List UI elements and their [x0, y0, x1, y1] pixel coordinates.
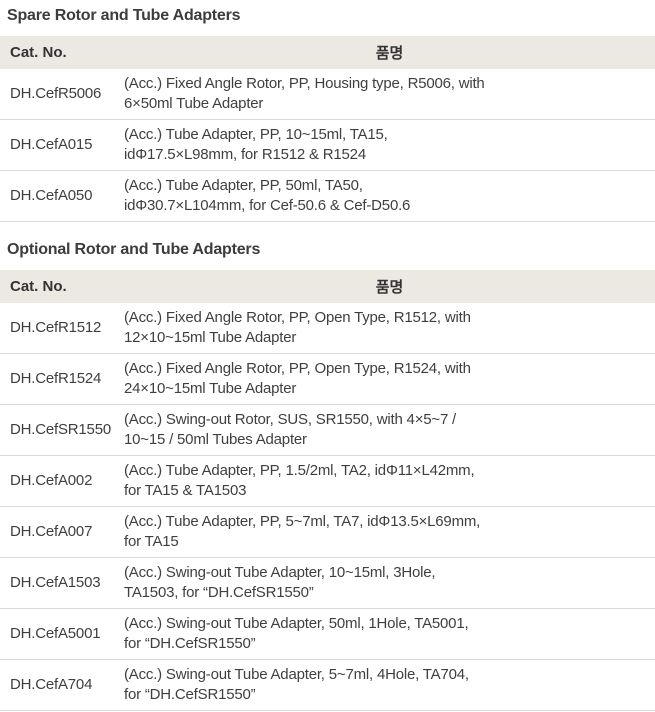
- table-row: DH.CefA5001 (Acc.) Swing-out Tube Adapte…: [0, 609, 655, 660]
- table-row: DH.CefR1524 (Acc.) Fixed Angle Rotor, PP…: [0, 354, 655, 405]
- table-row: DH.CefR5006 (Acc.) Fixed Angle Rotor, PP…: [0, 69, 655, 120]
- section-title-spare: Spare Rotor and Tube Adapters: [7, 7, 241, 24]
- table-row: DH.CefA050 (Acc.) Tube Adapter, PP, 50ml…: [0, 171, 655, 222]
- cat-no-cell: DH.CefA002: [10, 472, 93, 489]
- product-name-cell: (Acc.) Tube Adapter, PP, 5~7ml, TA7, idΦ…: [124, 513, 481, 550]
- table-header: Cat. No. 품명: [0, 270, 655, 303]
- column-header-product-name: 품명: [124, 270, 655, 303]
- product-name-cell: (Acc.) Fixed Angle Rotor, PP, Open Type,…: [124, 309, 471, 346]
- table-row: DH.CefSR1550 (Acc.) Swing-out Rotor, SUS…: [0, 405, 655, 456]
- section-title-optional: Optional Rotor and Tube Adapters: [7, 241, 261, 258]
- table-row: DH.CefA002 (Acc.) Tube Adapter, PP, 1.5/…: [0, 456, 655, 507]
- product-name-cell: (Acc.) Swing-out Tube Adapter, 5~7ml, 4H…: [124, 666, 469, 703]
- cat-no-cell: DH.CefA704: [10, 676, 93, 693]
- product-name-cell: (Acc.) Tube Adapter, PP, 10~15ml, TA15, …: [124, 126, 388, 163]
- cat-no-cell: DH.CefR1512: [10, 319, 102, 336]
- spare-adapters-section: Spare Rotor and Tube Adapters Cat. No. 품…: [0, 7, 655, 222]
- cat-no-cell: DH.CefA1503: [10, 574, 101, 591]
- cat-no-cell: DH.CefA050: [10, 187, 93, 204]
- column-header-cat-no: Cat. No.: [0, 36, 124, 69]
- table-row: DH.CefA007 (Acc.) Tube Adapter, PP, 5~7m…: [0, 507, 655, 558]
- column-header-product-name: 품명: [124, 36, 655, 69]
- product-name-cell: (Acc.) Fixed Angle Rotor, PP, Housing ty…: [124, 75, 485, 112]
- cat-no-cell: DH.CefA015: [10, 136, 93, 153]
- cat-no-cell: DH.CefR5006: [10, 85, 102, 102]
- spare-adapters-table: Cat. No. 품명 DH.CefR5006 (Acc.) Fixed Ang…: [0, 36, 655, 222]
- header-row: Cat. No. 품명: [0, 36, 655, 69]
- product-name-cell: (Acc.) Fixed Angle Rotor, PP, Open Type,…: [124, 360, 471, 397]
- product-name-cell: (Acc.) Swing-out Tube Adapter, 50ml, 1Ho…: [124, 615, 469, 652]
- product-name-cell: (Acc.) Swing-out Tube Adapter, 10~15ml, …: [124, 564, 436, 601]
- cat-no-cell: DH.CefA007: [10, 523, 93, 540]
- optional-adapters-section: Optional Rotor and Tube Adapters Cat. No…: [0, 241, 655, 711]
- table-row: DH.CefA704 (Acc.) Swing-out Tube Adapter…: [0, 660, 655, 711]
- table-row: DH.CefA015 (Acc.) Tube Adapter, PP, 10~1…: [0, 120, 655, 171]
- table-row: DH.CefA1503 (Acc.) Swing-out Tube Adapte…: [0, 558, 655, 609]
- product-name-cell: (Acc.) Swing-out Rotor, SUS, SR1550, wit…: [124, 411, 457, 448]
- table-header: Cat. No. 품명: [0, 36, 655, 69]
- cat-no-cell: DH.CefR1524: [10, 370, 102, 387]
- cat-no-cell: DH.CefA5001: [10, 625, 101, 642]
- product-name-cell: (Acc.) Tube Adapter, PP, 50ml, TA50, idΦ…: [124, 177, 411, 214]
- column-header-cat-no: Cat. No.: [0, 270, 124, 303]
- product-name-cell: (Acc.) Tube Adapter, PP, 1.5/2ml, TA2, i…: [124, 462, 475, 499]
- cat-no-cell: DH.CefSR1550: [10, 421, 111, 438]
- table-row: DH.CefR1512 (Acc.) Fixed Angle Rotor, PP…: [0, 303, 655, 354]
- optional-adapters-table: Cat. No. 품명 DH.CefR1512 (Acc.) Fixed Ang…: [0, 270, 655, 711]
- header-row: Cat. No. 품명: [0, 270, 655, 303]
